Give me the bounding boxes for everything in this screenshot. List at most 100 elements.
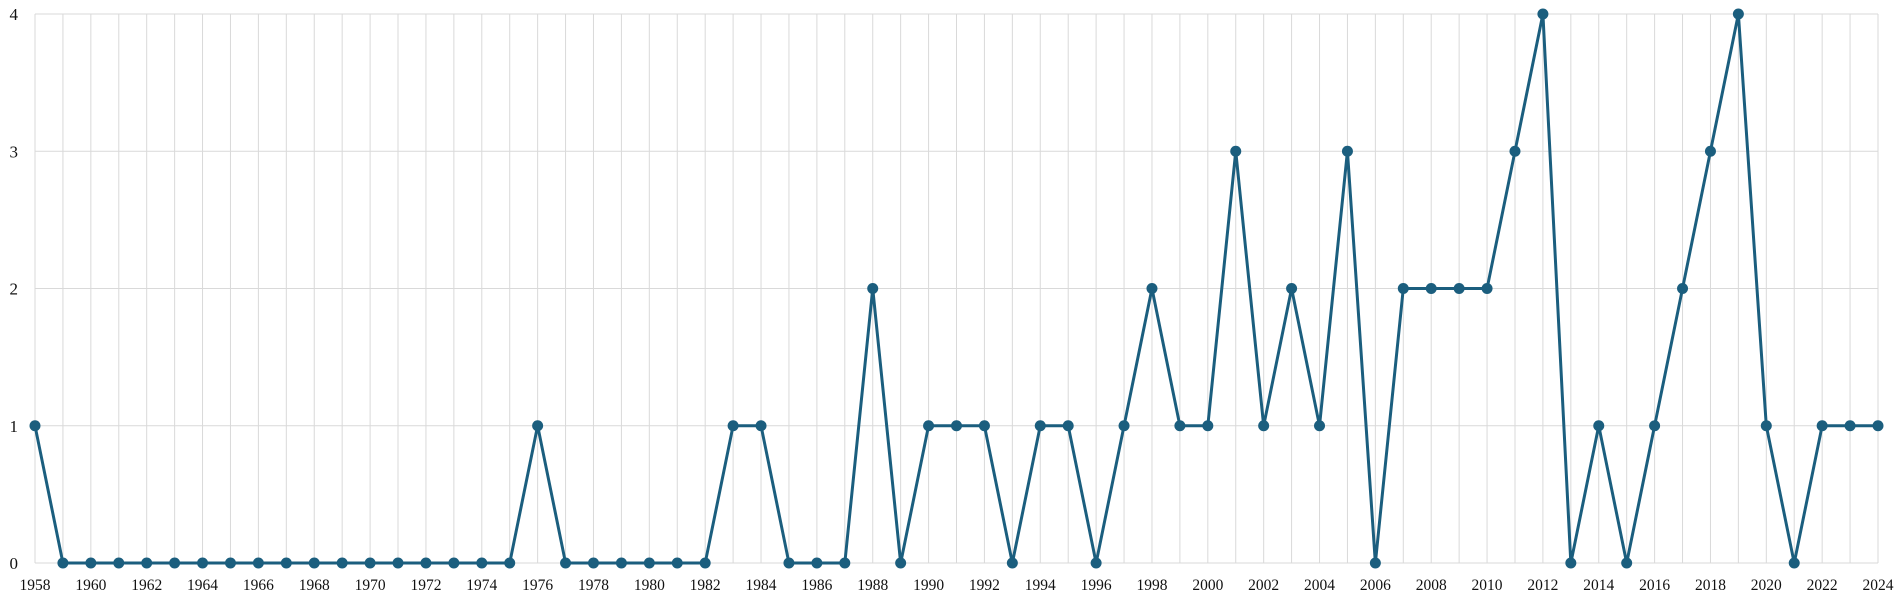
data-point (1062, 420, 1074, 432)
x-tick-label: 2010 (1472, 577, 1503, 594)
data-point (364, 557, 376, 569)
data-point (923, 420, 935, 432)
x-tick-label: 1978 (578, 577, 609, 594)
x-tick-label: 1968 (299, 577, 330, 594)
data-point (1286, 283, 1298, 294)
data-point (951, 420, 962, 432)
data-point (1341, 145, 1353, 157)
x-tick-label: 1994 (1025, 577, 1056, 594)
data-point (448, 557, 460, 569)
x-tick-label: 2018 (1695, 577, 1726, 594)
data-point (1034, 420, 1046, 432)
data-point (476, 557, 488, 569)
data-point (85, 557, 97, 569)
x-tick-label: 1964 (187, 577, 218, 594)
data-point (1146, 283, 1158, 294)
data-point (783, 557, 795, 569)
x-tick-label: 2000 (1192, 577, 1223, 594)
x-tick-label: 1960 (75, 577, 106, 594)
x-tick-label: 1958 (20, 577, 51, 594)
data-point (532, 420, 544, 432)
x-tick-label: 1962 (131, 577, 162, 594)
data-point (1090, 557, 1102, 569)
x-tick-label: 2014 (1583, 577, 1614, 594)
x-tick-label: 1966 (243, 577, 274, 594)
x-tick-label: 1970 (355, 577, 386, 594)
data-point (1230, 145, 1242, 157)
x-tick-label: 1982 (690, 577, 721, 594)
data-point (1844, 420, 1856, 432)
data-point (1369, 557, 1381, 569)
data-point (978, 420, 990, 432)
data-point (280, 557, 292, 569)
data-point (1258, 420, 1270, 432)
data-point (895, 557, 907, 569)
x-tick-label: 2020 (1751, 577, 1782, 594)
y-tick-label: 1 (10, 417, 19, 436)
x-tick-label: 1984 (746, 577, 777, 594)
x-tick-label: 2008 (1416, 577, 1447, 594)
data-point (336, 557, 348, 569)
y-tick-label: 2 (10, 280, 19, 299)
data-point (57, 557, 69, 569)
x-tick-label: 2022 (1807, 577, 1838, 594)
x-tick-label: 1972 (410, 577, 441, 594)
data-point (615, 557, 627, 569)
data-point (755, 420, 767, 432)
data-point (308, 557, 320, 569)
data-point (224, 557, 236, 569)
data-point (839, 557, 851, 569)
x-tick-label: 2012 (1527, 577, 1558, 594)
y-tick-label: 0 (10, 554, 19, 573)
data-point (1816, 420, 1828, 432)
data-point (1314, 420, 1326, 432)
x-tick-label: 1988 (857, 577, 888, 594)
data-point (643, 557, 655, 569)
data-point (169, 557, 181, 569)
x-tick-label: 1990 (913, 577, 944, 594)
data-point (29, 420, 41, 432)
data-point (504, 557, 516, 569)
data-point (811, 557, 823, 569)
data-point (1704, 145, 1716, 157)
x-tick-label: 2004 (1304, 577, 1335, 594)
data-point (252, 557, 264, 569)
data-point (1677, 283, 1689, 294)
x-tick-label: 2024 (1863, 577, 1894, 594)
data-point (141, 557, 153, 569)
data-point (1481, 283, 1493, 294)
data-point (671, 557, 683, 569)
data-point (1732, 8, 1744, 20)
markers (29, 8, 1884, 569)
x-tick-label: 2002 (1248, 577, 1279, 594)
data-point (197, 557, 209, 569)
data-point (1788, 557, 1800, 569)
data-point (560, 557, 572, 569)
x-tick-label: 1996 (1081, 577, 1112, 594)
data-point (867, 283, 879, 294)
data-point (1397, 283, 1409, 294)
data-point (1537, 8, 1549, 20)
x-tick-label: 1974 (466, 577, 497, 594)
y-tick-label: 3 (10, 142, 19, 161)
data-point (1872, 420, 1884, 432)
data-point (1621, 557, 1633, 569)
x-tick-label: 2006 (1360, 577, 1391, 594)
x-tick-label: 1992 (969, 577, 1000, 594)
data-point (1649, 420, 1661, 432)
data-point (1118, 420, 1130, 432)
data-point (392, 557, 404, 569)
data-point (587, 557, 599, 569)
data-point (1425, 283, 1437, 294)
y-tick-label: 4 (10, 5, 19, 24)
x-tick-label: 1986 (801, 577, 832, 594)
data-point (727, 420, 739, 432)
data-point (1006, 557, 1018, 569)
data-point (113, 557, 125, 569)
data-point (1593, 420, 1605, 432)
data-point (420, 557, 432, 569)
data-point (1174, 420, 1186, 432)
x-tick-label: 1976 (522, 577, 553, 594)
x-tick-label: 2016 (1639, 577, 1670, 594)
